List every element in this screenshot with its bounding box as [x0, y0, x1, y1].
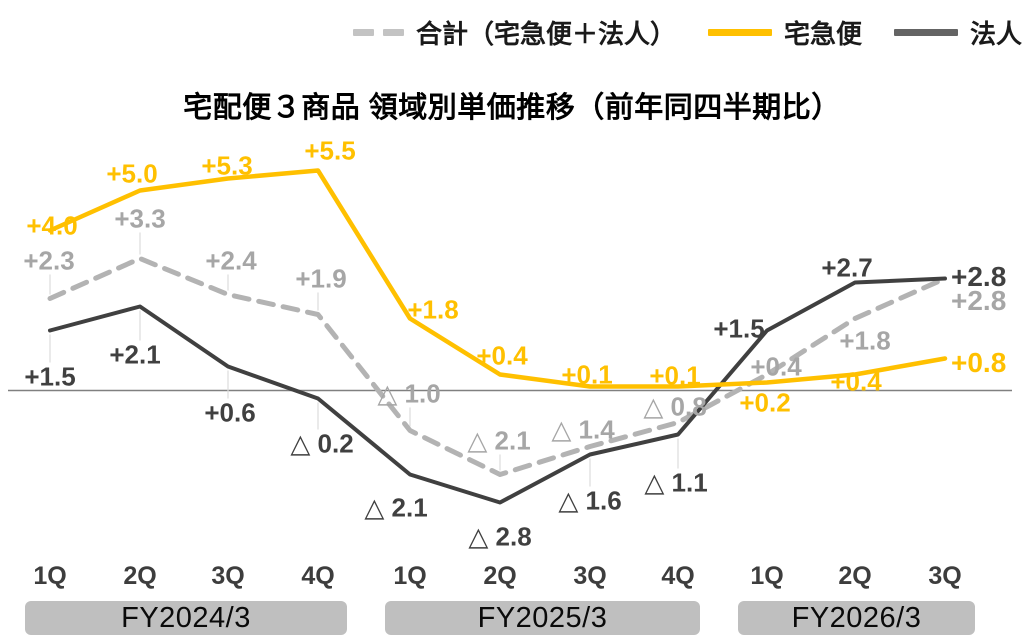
legend-item-takkyubin: 宅急便	[707, 14, 862, 51]
fiscal-year-band-fy2026: FY2026/3	[738, 601, 975, 635]
value-label: +2.8	[951, 261, 1006, 292]
fiscal-year-band-fy2024: FY2024/3	[25, 601, 347, 635]
legend-label-corporate: 法人	[969, 19, 1022, 49]
value-label: +2.7	[821, 253, 872, 283]
value-label: +0.8	[951, 347, 1006, 378]
value-label: +2.8	[951, 285, 1006, 316]
value-label: △ 0.2	[290, 429, 353, 459]
value-label: △ 1.6	[558, 486, 621, 516]
value-label: △ 0.8	[643, 392, 706, 422]
value-label: +1.5	[24, 362, 75, 392]
value-label: +0.4	[750, 352, 802, 382]
value-label: △ 1.1	[644, 468, 707, 498]
quarter-label: 1Q	[750, 562, 784, 590]
quarter-label: 2Q	[838, 562, 872, 590]
value-label: +0.1	[649, 361, 700, 391]
value-label: +2.4	[205, 246, 257, 276]
value-label: +2.1	[109, 340, 160, 370]
fiscal-year-band-fy2025: FY2025/3	[385, 601, 700, 635]
value-label: +0.4	[476, 341, 528, 371]
quarter-label: 1Q	[33, 562, 67, 590]
quarter-label: 3Q	[928, 562, 962, 590]
quarter-label: 3Q	[211, 562, 245, 590]
value-label: +1.8	[407, 295, 458, 325]
value-label: +5.5	[304, 136, 355, 166]
quarter-label: 2Q	[483, 562, 517, 590]
value-label: +4.0	[26, 211, 77, 241]
quarter-label: 2Q	[123, 562, 157, 590]
value-label: +5.0	[106, 159, 157, 189]
value-label: +1.8	[839, 326, 890, 356]
legend-item-corporate: 法人	[893, 14, 1022, 51]
legend: 合計（宅急便＋法人） 宅急便 法人	[352, 14, 1022, 51]
value-label: △ 1.4	[551, 415, 615, 445]
line-total	[47, 256, 948, 477]
value-label: +1.5	[713, 314, 764, 344]
quarter-label: 4Q	[661, 562, 695, 590]
legend-label-total: 合計（宅急便＋法人）	[415, 19, 676, 49]
quarter-label: 1Q	[393, 562, 427, 590]
value-label: +5.3	[201, 151, 252, 181]
value-label: +2.3	[23, 246, 74, 276]
value-label: △ 1.0	[377, 379, 440, 409]
value-label: +0.4	[830, 367, 882, 397]
legend-label-takkyubin: 宅急便	[783, 19, 862, 49]
value-label: △ 2.1	[364, 493, 427, 523]
quarter-label: 4Q	[301, 562, 335, 590]
chart-title: 宅配便３商品 領域別単価推移（前年同四半期比）	[183, 92, 841, 124]
value-label: △ 2.8	[468, 522, 531, 552]
yellow-line-sample-icon	[707, 29, 772, 36]
value-label: +0.6	[204, 398, 255, 428]
quarter-label: 3Q	[573, 562, 607, 590]
dark-line-sample-icon	[893, 29, 958, 36]
legend-item-total: 合計（宅急便＋法人）	[352, 14, 676, 51]
value-label: +0.1	[561, 360, 612, 390]
value-label: +0.2	[739, 388, 790, 418]
value-label: +3.3	[114, 204, 165, 234]
value-label: △ 2.1	[467, 426, 530, 456]
value-label: +1.9	[295, 264, 346, 294]
dashed-line-sample-icon	[352, 29, 404, 36]
line-corporate	[48, 276, 947, 505]
line-takkyubin	[47, 168, 948, 389]
